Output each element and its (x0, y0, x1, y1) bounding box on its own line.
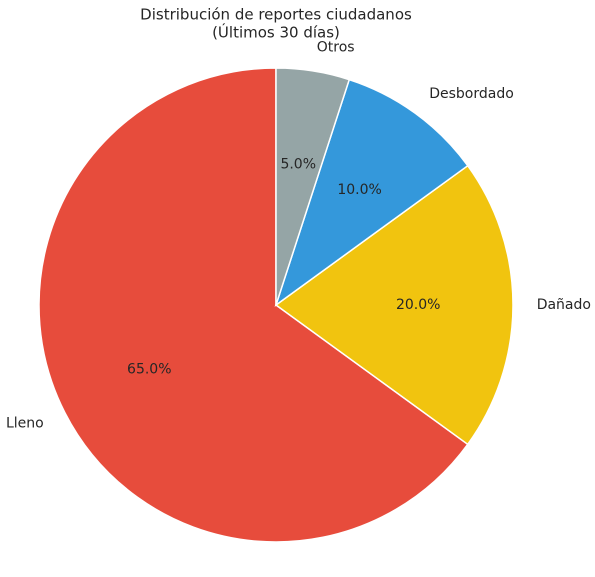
pie-slice (275, 67, 351, 306)
pie-slice (274, 78, 469, 307)
percent-label: 10.0% (337, 182, 381, 198)
slice-label: Dañado (537, 297, 591, 313)
chart-title: Distribución de reportes ciudadanos (140, 6, 412, 24)
pie-slice (274, 164, 514, 446)
slice-label: Desbordado (429, 86, 514, 102)
slice-label: Lleno (6, 415, 44, 431)
pie-slice (38, 67, 469, 543)
chart-subtitle: (Últimos 30 días) (212, 23, 340, 42)
percent-label: 65.0% (127, 362, 171, 378)
slice-label: Otros (317, 40, 355, 56)
percent-label: 5.0% (280, 157, 316, 173)
percent-label: 20.0% (396, 297, 440, 313)
